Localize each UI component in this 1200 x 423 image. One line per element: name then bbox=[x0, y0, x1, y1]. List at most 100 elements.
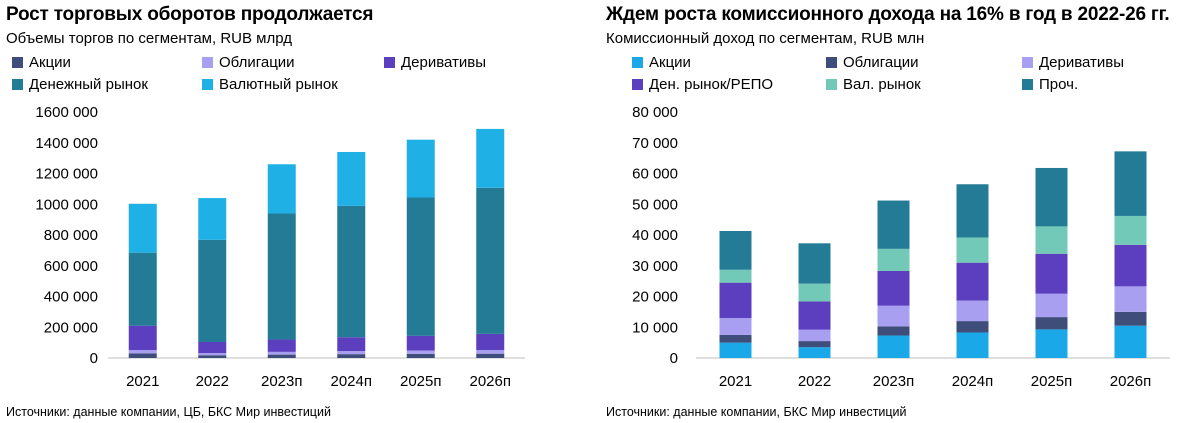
bar-segment-1-5 bbox=[406, 353, 435, 358]
legend-label: Акции bbox=[649, 53, 691, 71]
y-tick-label: 1000 000 bbox=[35, 196, 98, 213]
bar-segment-5-3 bbox=[877, 248, 910, 271]
legend-swatch bbox=[632, 78, 643, 90]
x-tick-label: 2026п bbox=[1110, 373, 1152, 390]
y-tick-label: 800 000 bbox=[44, 227, 98, 244]
chart-subtitle: Объемы торгов по сегментам, RUB млрд bbox=[6, 30, 292, 47]
x-tick-label: 2021 bbox=[126, 373, 159, 390]
x-tick-label: 2022 bbox=[798, 373, 831, 390]
bar-segment-3-2 bbox=[798, 329, 831, 342]
legend-item-valyutnyj-rynok: Валютный рынок bbox=[202, 74, 338, 94]
bar-segment-3-4 bbox=[956, 300, 989, 322]
bar-segment-1-3 bbox=[267, 354, 296, 358]
bar-segment-3-1 bbox=[719, 318, 752, 335]
y-tick-label: 0 bbox=[90, 350, 98, 367]
legend-swatch bbox=[12, 78, 23, 90]
legend-label: Деривативы bbox=[401, 53, 487, 71]
bar-segment-4-2 bbox=[198, 239, 227, 343]
x-tick-label: 2022 bbox=[196, 373, 229, 390]
bar-segment-3-5 bbox=[1035, 293, 1068, 318]
chart-source: Источники: данные компании, ЦБ, БКС Мир … bbox=[6, 405, 331, 419]
legend-label: Денежный рынок bbox=[29, 75, 148, 93]
bar-segment-3-2 bbox=[198, 342, 227, 354]
y-tick-label: 400 000 bbox=[44, 289, 98, 306]
bar-segment-2-4 bbox=[956, 321, 989, 333]
legend-item-denezhnyj-rynok: Денежный рынок bbox=[12, 74, 148, 94]
legend-item-akcii: Акции bbox=[632, 52, 691, 72]
x-tick-label: 2025п bbox=[400, 373, 442, 390]
bar-segment-2-3 bbox=[877, 326, 910, 336]
bar-segment-6-4 bbox=[956, 184, 989, 238]
bar-segment-1-2 bbox=[198, 355, 227, 358]
y-tick-label: 600 000 bbox=[44, 258, 98, 275]
legend-swatch bbox=[826, 56, 837, 68]
chart-panel-trading-volumes: Рост торговых оборотов продолжается Объе… bbox=[0, 4, 600, 419]
bar-segment-4-5 bbox=[406, 197, 435, 336]
y-tick-label: 60 000 bbox=[632, 166, 678, 183]
legend-item-den-rynok-repo: Ден. рынок/РЕПО bbox=[632, 74, 773, 94]
legend-swatch bbox=[202, 78, 213, 90]
bar-segment-2-5 bbox=[406, 350, 435, 354]
x-tick-label: 2026п bbox=[470, 373, 512, 390]
bar-segment-6-1 bbox=[719, 231, 752, 270]
legend-swatch bbox=[632, 56, 643, 68]
bar-segment-5-2 bbox=[798, 283, 831, 302]
legend-swatch bbox=[12, 56, 23, 68]
chart-title: Ждем роста комиссионного дохода на 16% в… bbox=[606, 4, 1170, 25]
legend-item-akcii: Акции bbox=[12, 52, 71, 72]
stacked-bar-chart-commission-income: 0 10 000 20 000 30 000 40 000 50 000 60 000 70 … bbox=[632, 104, 1170, 390]
y-tick-label: 50 000 bbox=[632, 196, 678, 213]
bar-segment-1-5 bbox=[1035, 329, 1068, 358]
bar-segment-5-1 bbox=[128, 203, 157, 253]
bar-segment-2-6 bbox=[476, 350, 505, 354]
bar-segment-4-6 bbox=[476, 187, 505, 334]
legend-swatch bbox=[202, 56, 213, 68]
bar-segment-4-1 bbox=[128, 252, 157, 326]
bar-segment-1-2 bbox=[798, 347, 831, 358]
bar-segment-4-6 bbox=[1114, 244, 1147, 287]
chart-legend: Акции Облигации Деривативы Ден. рынок/РЕ… bbox=[600, 50, 1200, 100]
bar-segment-4-3 bbox=[267, 213, 296, 340]
bar-segment-2-6 bbox=[1114, 311, 1147, 326]
bar-segment-3-4 bbox=[337, 337, 366, 352]
legend-swatch bbox=[1022, 56, 1033, 68]
bar-segment-6-3 bbox=[877, 200, 910, 249]
bar-segment-5-3 bbox=[267, 164, 296, 214]
y-tick-label: 80 000 bbox=[632, 104, 678, 121]
bar-segment-1-1 bbox=[719, 342, 752, 358]
bar-segment-6-2 bbox=[798, 243, 831, 284]
legend-label: Деривативы bbox=[1039, 53, 1125, 71]
legend-label: Облигации bbox=[843, 53, 919, 71]
chart-subtitle: Комиссионный доход по сегментам, RUB млн bbox=[606, 30, 925, 47]
bar-segment-2-4 bbox=[337, 351, 366, 355]
bar-segment-3-1 bbox=[128, 325, 157, 351]
legend-item-val-rynok: Вал. рынок bbox=[826, 74, 921, 94]
legend-item-derivativy: Деривативы bbox=[1022, 52, 1124, 72]
bar-segment-1-4 bbox=[956, 332, 989, 358]
bar-segment-5-2 bbox=[198, 198, 227, 240]
x-tick-label: 2025п bbox=[1031, 373, 1073, 390]
bar-segment-3-6 bbox=[476, 333, 505, 351]
bar-segment-4-1 bbox=[719, 282, 752, 319]
chart-title: Рост торговых оборотов продолжается bbox=[6, 4, 374, 25]
bar-segment-1-4 bbox=[337, 354, 366, 358]
bar-segment-4-3 bbox=[877, 270, 910, 306]
bar-segment-2-2 bbox=[798, 341, 831, 348]
y-tick-label: 30 000 bbox=[632, 258, 678, 275]
bar-segment-6-6 bbox=[1114, 151, 1147, 216]
bar-segment-5-5 bbox=[406, 139, 435, 198]
bar-segment-4-4 bbox=[956, 262, 989, 301]
y-tick-label: 1600 000 bbox=[35, 104, 98, 121]
bar-segment-2-5 bbox=[1035, 317, 1068, 330]
legend-label: Ден. рынок/РЕПО bbox=[649, 75, 774, 93]
chart-source: Источники: данные компании, БКС Мир инве… bbox=[606, 405, 907, 419]
legend-label: Проч. bbox=[1039, 75, 1079, 93]
bar-segment-5-4 bbox=[337, 151, 366, 206]
bar-segment-5-1 bbox=[719, 269, 752, 283]
bar-segment-4-4 bbox=[337, 205, 366, 338]
chart-legend: Акции Облигации Деривативы Денежный рыно… bbox=[0, 50, 600, 100]
bar-segment-1-6 bbox=[1114, 325, 1147, 358]
y-tick-label: 40 000 bbox=[632, 227, 678, 244]
legend-item-obligacii: Облигации bbox=[202, 52, 295, 72]
y-tick-label: 1200 000 bbox=[35, 166, 98, 183]
